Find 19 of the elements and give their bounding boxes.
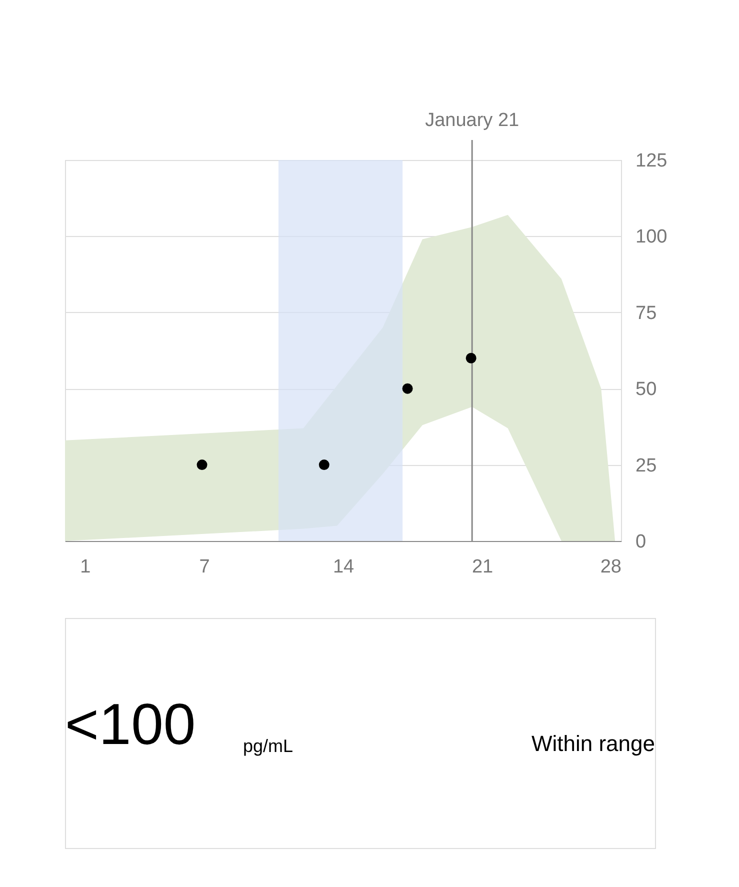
x-tick-label: 7 [199,556,210,578]
y-tick-label: 0 [636,532,646,552]
y-tick-label: 50 [636,379,657,400]
y-tick-label: 125 [636,150,668,172]
point [196,460,208,470]
text: pg/mL [243,736,294,756]
x-tick-label: 14 [332,556,354,578]
y-tick-label: 100 [636,226,668,248]
ref-line-label: January 21 [425,110,520,131]
y-tick-label: 75 [636,302,657,324]
point [318,460,330,470]
text: <100 [65,692,196,757]
point [402,383,413,394]
x-tick-label: 1 [80,556,91,578]
y-tick-label: 25 [636,455,657,476]
point [466,352,476,364]
x-tick-label: 28 [600,556,622,578]
x-tick-label: 21 [472,556,494,578]
text: Within range [531,731,655,756]
